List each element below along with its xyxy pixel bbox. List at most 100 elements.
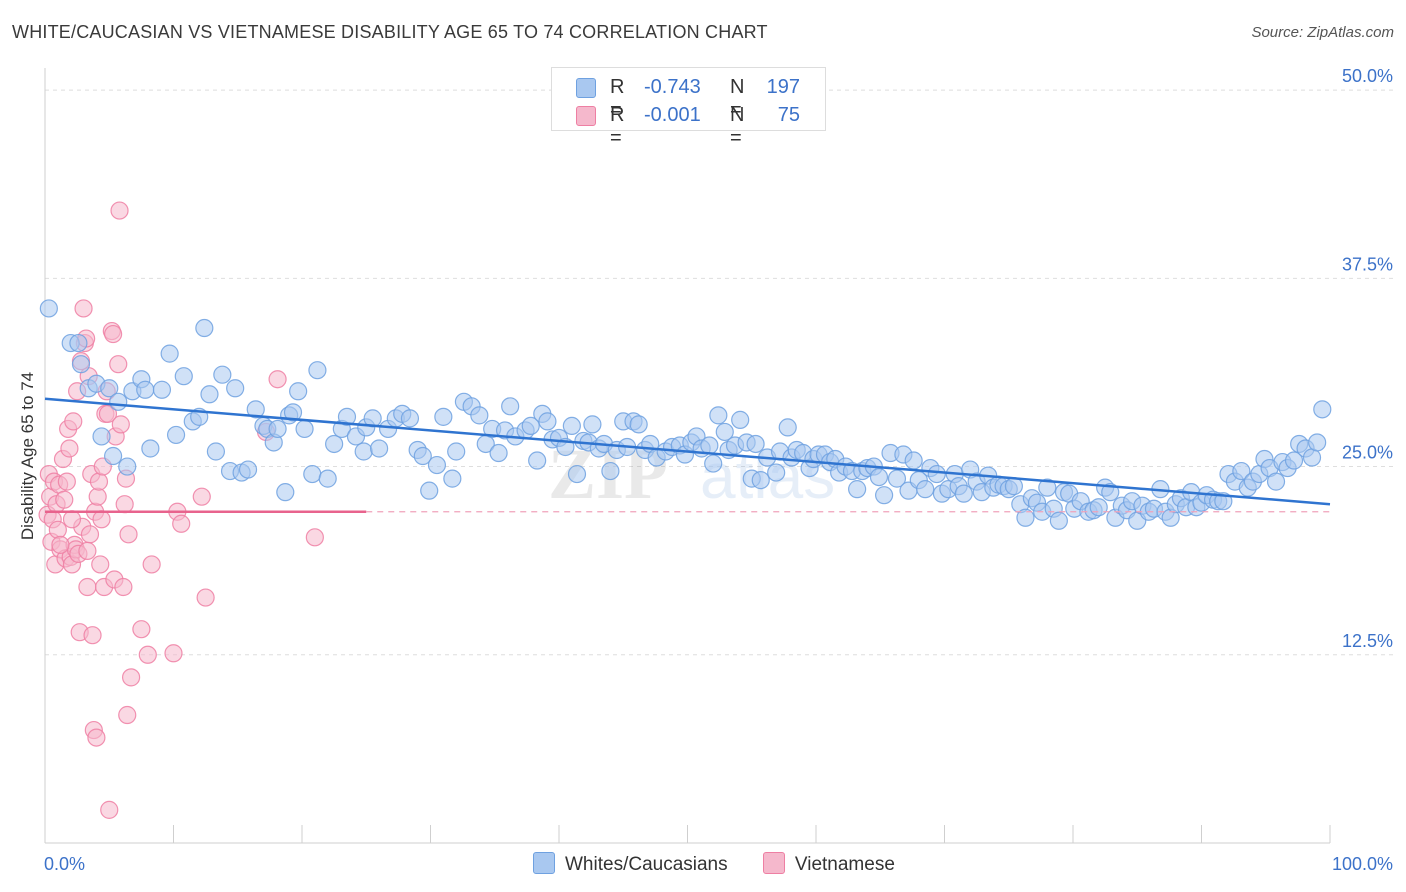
x-tick-label-max: 100.0% [1332, 854, 1393, 874]
point-vietnamese [132, 620, 151, 639]
point-whites [337, 407, 357, 426]
legend-label-whites: Whites/Caucasians [565, 854, 728, 875]
point-whites [489, 443, 508, 463]
point-whites [166, 425, 186, 445]
point-whites [528, 451, 547, 470]
point-whites [39, 299, 58, 318]
point-vietnamese [110, 201, 129, 220]
point-whites [195, 318, 214, 338]
legend-r-label: R = [610, 104, 625, 149]
point-whites [869, 467, 889, 487]
point-whites [200, 385, 219, 404]
point-whites [778, 418, 797, 437]
point-whites [104, 446, 123, 466]
point-whites [141, 439, 160, 458]
series-legend: Whites/Caucasians Vietnamese [533, 852, 925, 876]
trend-line-whites [44, 397, 1331, 506]
point-whites [354, 442, 373, 461]
legend-swatch-vietnamese [762, 852, 785, 874]
point-whites [501, 397, 520, 416]
point-vietnamese [62, 510, 82, 529]
point-whites [206, 442, 226, 461]
point-whites [136, 380, 155, 399]
point-vietnamese [111, 415, 130, 434]
point-vietnamese [268, 370, 287, 389]
point-vietnamese [60, 439, 79, 458]
point-whites [71, 355, 91, 374]
point-whites [325, 434, 344, 454]
point-vietnamese [98, 404, 118, 423]
point-vietnamese [87, 728, 106, 747]
point-whites [295, 419, 314, 439]
point-whites [1266, 472, 1286, 491]
point-whites [226, 379, 245, 398]
points-whites [39, 299, 1332, 530]
axis-labels: 12.5% 25.0% 37.5% 50.0% 0.0% 100.0% Disability… [18, 66, 1393, 874]
point-vietnamese [115, 495, 134, 514]
point-whites [954, 484, 973, 503]
point-whites [370, 439, 389, 458]
point-vietnamese [64, 412, 83, 431]
point-whites [1089, 498, 1108, 517]
legend-n-label: N = [730, 104, 745, 149]
point-whites [601, 461, 620, 481]
legend-item-vietnamese[interactable]: Vietnamese [762, 852, 895, 876]
point-vietnamese [88, 487, 107, 506]
gridlines [45, 89, 1395, 656]
legend-n-value: 75 [777, 104, 800, 126]
point-vietnamese [121, 668, 141, 687]
legend-r-value: -0.001 [644, 104, 701, 126]
point-whites [715, 422, 734, 442]
point-vietnamese [80, 525, 100, 544]
legend-label-vietnamese: Vietnamese [794, 854, 895, 875]
point-whites [704, 454, 723, 473]
point-whites [538, 412, 557, 431]
point-vietnamese [196, 588, 215, 607]
legend-item-whites[interactable]: Whites/Caucasians [533, 852, 728, 876]
point-whites [283, 403, 303, 422]
trend-lines [44, 397, 1331, 513]
legend-swatch-whites [576, 78, 596, 98]
point-whites [1038, 478, 1057, 497]
point-whites [213, 365, 232, 384]
point-whites [303, 464, 322, 484]
point-whites [470, 406, 489, 425]
correlation-legend: R = -0.743 N = 197 R = -0.001 N = 75 [551, 67, 826, 149]
point-whites [746, 434, 765, 454]
point-whites [629, 415, 648, 434]
point-vietnamese [142, 555, 161, 574]
point-whites [904, 451, 923, 470]
point-whites [160, 344, 179, 363]
point-whites [69, 333, 88, 353]
y-tick-label: 12.5% [1342, 631, 1393, 651]
point-vietnamese [51, 535, 70, 554]
point-vietnamese [138, 645, 157, 664]
point-vietnamese [48, 520, 67, 539]
point-vietnamese [305, 528, 324, 547]
y-tick-label: 50.0% [1342, 66, 1393, 86]
point-vietnamese [78, 577, 97, 597]
point-vietnamese [92, 510, 111, 529]
source-label: Source: ZipAtlas.com [1251, 24, 1394, 41]
chart-title: WHITE/CAUCASIAN VS VIETNAMESE DISABILITY… [12, 22, 768, 42]
point-whites [875, 486, 894, 505]
point-whites [434, 407, 453, 426]
point-vietnamese [114, 577, 133, 597]
point-whites [1016, 508, 1035, 527]
point-whites [887, 469, 907, 488]
point-vietnamese [57, 472, 76, 491]
point-whites [731, 410, 750, 429]
point-vietnamese [100, 800, 119, 819]
point-whites [152, 380, 172, 399]
point-whites [427, 455, 447, 475]
point-whites [1004, 477, 1023, 496]
point-whites [1284, 451, 1304, 470]
point-vietnamese [109, 355, 128, 374]
point-whites [751, 471, 770, 490]
point-vietnamese [89, 472, 109, 491]
point-whites [562, 416, 581, 436]
point-whites [443, 469, 462, 488]
axes [44, 68, 1331, 844]
point-whites [92, 427, 111, 446]
